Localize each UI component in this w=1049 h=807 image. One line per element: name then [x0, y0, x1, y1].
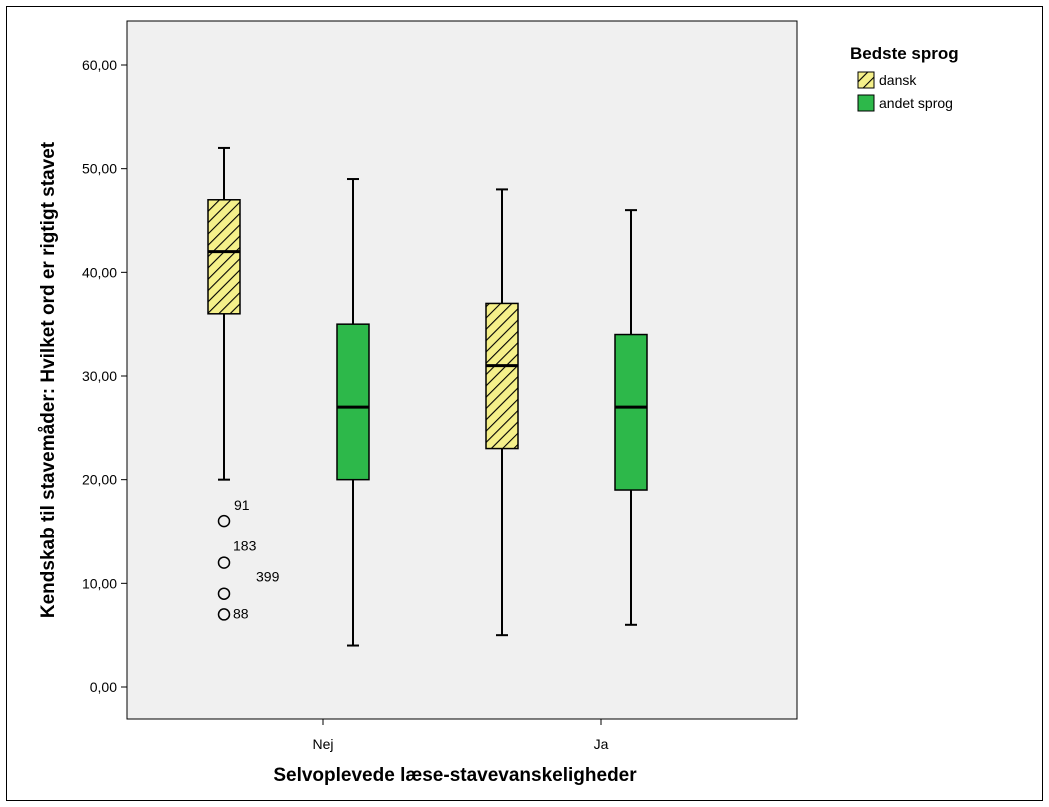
legend-label: andet sprog [879, 95, 953, 111]
legend-swatch [857, 71, 875, 89]
outlier-point [217, 556, 231, 569]
x-axis: Nej Ja [312, 719, 609, 752]
iqr-box [614, 333, 648, 491]
y-tick-label: 60,00 [82, 57, 117, 73]
box-dansk-Nej: 91 183 399 88 [207, 146, 280, 621]
outlier-point [217, 514, 231, 528]
box-dansk-Ja [485, 188, 519, 637]
legend-title: Bedste sprog [850, 44, 959, 63]
legend: Bedste sprog dansk andet sprog [850, 44, 959, 112]
outlier-label: 91 [234, 497, 250, 513]
iqr-box [485, 302, 519, 450]
x-axis-title: Selvoplevede læse-stavevanskeligheder [273, 765, 637, 786]
y-tick-label: 10,00 [82, 575, 117, 591]
x-tick-label: Nej [312, 736, 333, 752]
legend-swatch [857, 94, 875, 112]
box-andet-sprog-Ja [614, 209, 648, 626]
y-tick-label: 30,00 [82, 368, 117, 384]
box-andet-sprog-Nej [336, 178, 370, 647]
plot-area [126, 20, 798, 720]
outlier-label: 183 [233, 538, 257, 554]
y-tick-label: 0,00 [90, 679, 117, 695]
outlier-label: 88 [233, 605, 249, 621]
chart-frame [6, 6, 1043, 801]
y-tick-label: 20,00 [82, 472, 117, 488]
y-tick-label: 40,00 [82, 264, 117, 280]
y-axis: 0,00 10,00 20,00 30,00 40,00 50,00 60,00 [82, 57, 127, 695]
legend-label: dansk [879, 72, 917, 88]
y-axis-title: Kendskab til stavemåder: Hvilket ord er … [38, 141, 59, 618]
outlier-label: 399 [256, 569, 280, 585]
outlier-point [217, 608, 231, 621]
x-tick-label: Ja [594, 736, 609, 752]
y-tick-label: 50,00 [82, 161, 117, 177]
boxes: 91 183 399 88 [207, 146, 648, 647]
outlier-point [217, 587, 231, 600]
iqr-box [336, 323, 370, 481]
iqr-box [207, 199, 241, 315]
